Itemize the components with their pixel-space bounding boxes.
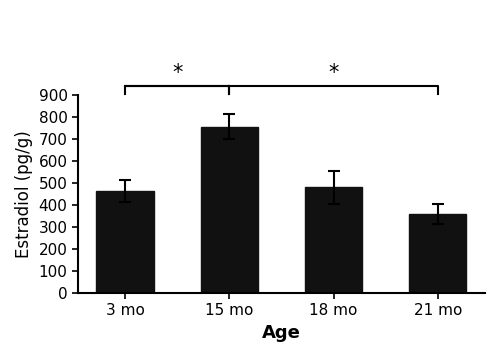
- Bar: [409, 214, 467, 293]
- Text: *: *: [328, 62, 339, 82]
- Bar: [305, 187, 362, 293]
- Bar: [200, 127, 258, 293]
- Y-axis label: Estradiol (pg/g): Estradiol (pg/g): [15, 130, 33, 258]
- Text: *: *: [172, 62, 182, 82]
- X-axis label: Age: Age: [262, 324, 301, 342]
- Bar: [96, 191, 154, 293]
